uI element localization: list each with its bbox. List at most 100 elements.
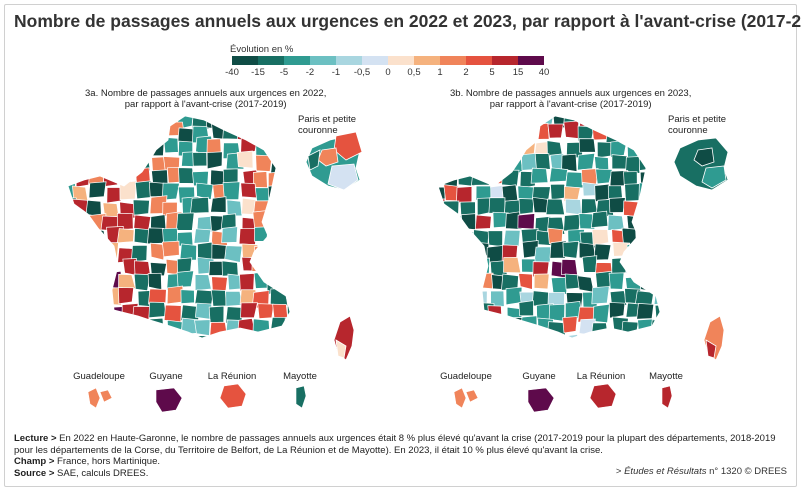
department-cell — [131, 306, 151, 323]
department-cell — [637, 215, 653, 233]
department-cell — [68, 273, 75, 292]
legend-tick-label: 1 — [437, 67, 443, 78]
department-cell — [636, 303, 655, 320]
department-cell — [595, 270, 613, 291]
department-cell — [654, 274, 660, 290]
department-cell — [208, 305, 225, 323]
department-cell — [438, 186, 446, 204]
department-cell — [471, 140, 489, 160]
department-cell — [115, 167, 132, 184]
department-cell — [280, 260, 290, 277]
paris-inset-2022 — [305, 131, 363, 191]
department-cell — [68, 319, 75, 338]
department-cell — [209, 335, 228, 338]
department-cell — [284, 315, 290, 334]
department-cell — [444, 332, 464, 338]
department-cell — [642, 231, 660, 249]
department-cell — [438, 137, 447, 154]
department-cell — [87, 116, 106, 125]
department-cell — [281, 153, 290, 173]
department-cell — [130, 244, 148, 263]
overseas-2022 — [87, 383, 307, 413]
department-cell — [76, 289, 94, 305]
department-cell — [625, 156, 641, 174]
map-2022-metropole — [67, 115, 291, 339]
department-cell — [118, 287, 135, 305]
legend-tick-label: -1 — [331, 67, 341, 78]
department-cell — [267, 139, 284, 158]
department-cell — [68, 136, 75, 153]
department-cell — [458, 116, 477, 124]
department-cell — [565, 198, 583, 216]
department-cell — [563, 213, 582, 232]
department-cell — [221, 226, 238, 244]
department-cell — [438, 258, 448, 277]
legend-tick-label: 40 — [538, 67, 550, 78]
department-cell — [443, 215, 463, 231]
department-cell — [72, 153, 91, 169]
department-cell — [87, 306, 103, 324]
label-guadeloupe-2022: Guadeloupe — [73, 371, 125, 382]
department-cell — [640, 258, 658, 276]
department-cell — [68, 116, 78, 129]
department-cell — [473, 154, 491, 172]
department-cell — [504, 142, 522, 160]
department-cell — [77, 244, 94, 263]
department-cell — [476, 272, 494, 290]
department-cell — [284, 185, 290, 204]
department-cell — [547, 123, 564, 139]
legend-swatch — [440, 56, 466, 65]
label-mayotte-2023: Mayotte — [649, 371, 683, 382]
department-cell — [438, 216, 447, 233]
department-cell — [546, 140, 563, 157]
legend-tick-label: 2 — [463, 67, 469, 78]
label-guadeloupe-2023: Guadeloupe — [440, 371, 492, 382]
department-cell — [107, 141, 125, 159]
department-cell — [531, 290, 551, 307]
department-cell — [533, 246, 552, 263]
department-cell — [254, 116, 273, 126]
department-cell — [486, 136, 505, 155]
guyane-2023 — [527, 387, 555, 413]
legend-swatch — [310, 56, 336, 65]
department-cell — [440, 320, 457, 338]
department-cell — [563, 120, 580, 140]
department-cell — [550, 276, 568, 295]
department-cell — [639, 171, 658, 189]
department-cell — [551, 335, 566, 338]
department-cell — [115, 332, 135, 338]
department-cell — [656, 138, 660, 154]
department-cell — [441, 257, 458, 275]
department-cell — [75, 315, 93, 333]
department-cell — [441, 116, 460, 125]
department-cell — [641, 116, 659, 128]
legend-color-bar — [232, 56, 544, 65]
department-cell — [102, 156, 120, 174]
department-cell — [135, 141, 150, 159]
mayotte-2023 — [661, 385, 673, 409]
department-cell — [651, 331, 660, 338]
department-cell — [594, 183, 611, 203]
paris-label-line1: Paris et petite — [668, 114, 727, 125]
department-cell — [206, 151, 223, 170]
department-cell — [438, 273, 446, 292]
department-cell — [486, 116, 506, 128]
legend-swatch — [232, 56, 258, 65]
department-cell — [120, 116, 136, 126]
legend-title: Évolution en % — [230, 44, 294, 55]
department-cell — [145, 317, 165, 335]
ref-publication: Études et Résultats — [624, 466, 707, 477]
department-cell — [134, 122, 153, 139]
department-cell — [607, 335, 623, 338]
department-cell — [561, 258, 578, 276]
department-cell — [609, 197, 626, 213]
department-cell — [255, 154, 273, 172]
department-cell — [518, 300, 534, 317]
department-cell — [90, 123, 107, 141]
legend-swatch — [466, 56, 492, 65]
department-cell — [458, 137, 474, 154]
department-cell — [68, 255, 77, 274]
department-cell — [227, 273, 242, 291]
guadeloupe-2022-east — [99, 389, 113, 403]
